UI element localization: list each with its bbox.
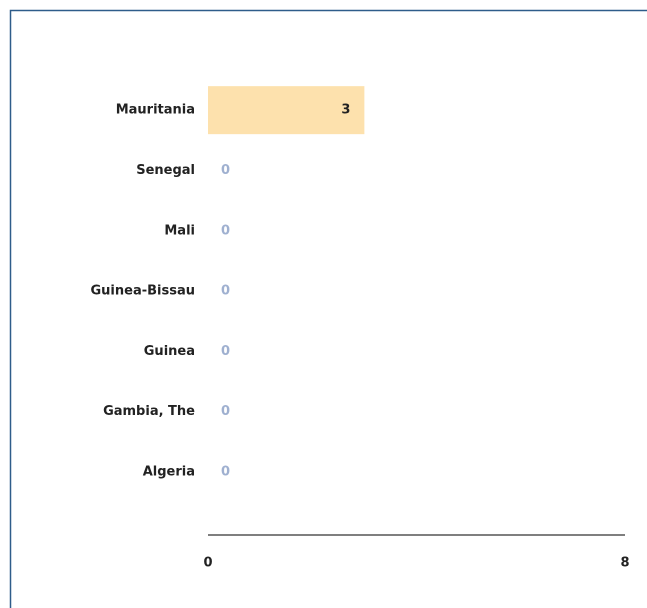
value-label: 0	[221, 404, 230, 419]
y-tick-label: Gambia, The	[103, 404, 195, 419]
y-tick-label: Guinea-Bissau	[91, 284, 196, 299]
y-tick-label: Mali	[164, 223, 195, 238]
value-label: 0	[221, 344, 230, 359]
y-tick-label: Mauritania	[116, 103, 195, 118]
y-tick-label: Algeria	[143, 464, 195, 479]
value-label: 0	[221, 464, 230, 479]
value-label: 0	[221, 163, 230, 178]
y-tick-label: Senegal	[136, 163, 195, 178]
value-label: 0	[221, 284, 230, 299]
value-label: 0	[221, 223, 230, 238]
x-tick-label: 0	[203, 556, 212, 571]
bar	[208, 86, 365, 135]
value-label: 3	[341, 103, 350, 118]
x-tick-label: 8	[620, 556, 629, 571]
y-tick-label: Guinea	[144, 344, 195, 359]
